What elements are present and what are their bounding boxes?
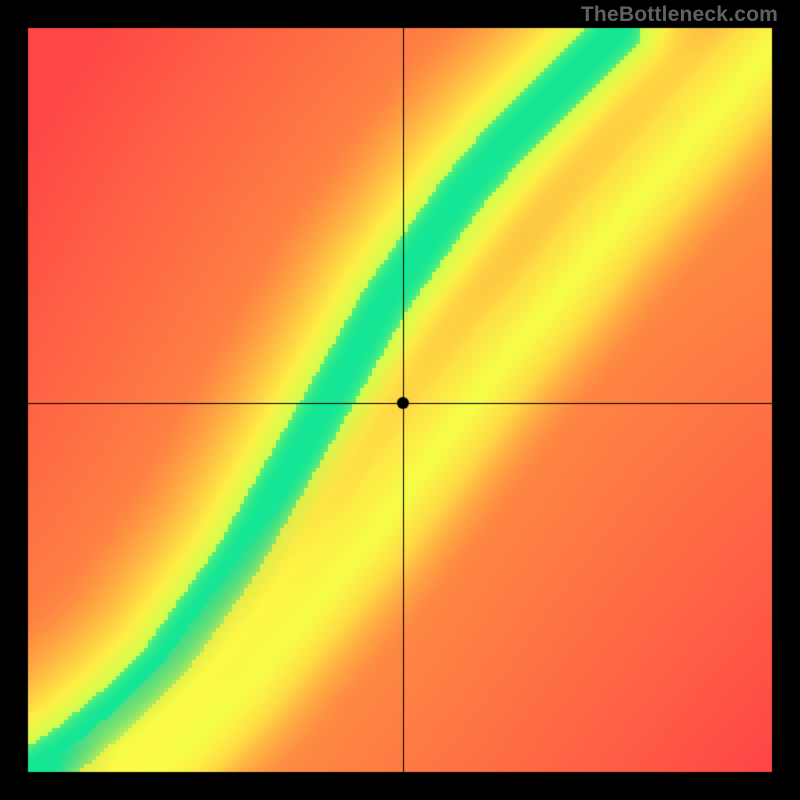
watermark-text: TheBottleneck.com [581,3,778,27]
heatmap-canvas [0,0,800,800]
chart-container: TheBottleneck.com [0,0,800,800]
